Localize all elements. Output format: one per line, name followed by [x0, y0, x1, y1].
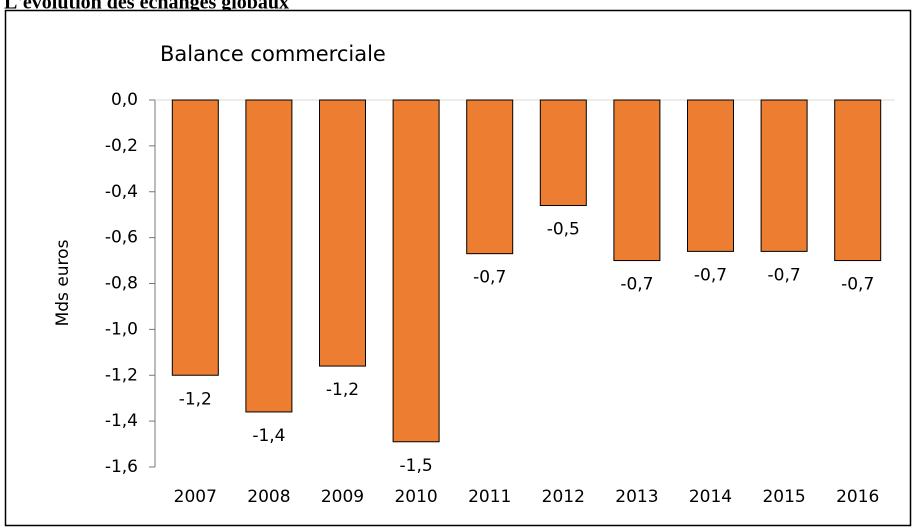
- bar: [687, 99, 734, 252]
- y-tick-label: -1,6: [105, 457, 138, 477]
- y-tick-label: -1,4: [105, 411, 138, 431]
- x-tick-label: 2015: [762, 487, 805, 507]
- chart-title: Balance commerciale: [160, 42, 386, 66]
- x-tick-label: 2007: [174, 487, 217, 507]
- y-tick-label: -1,2: [105, 365, 138, 385]
- x-tick-label: 2009: [321, 487, 364, 507]
- x-tick-label: 2014: [689, 487, 732, 507]
- value-label: -0,7: [841, 275, 874, 295]
- x-tick-label: 2016: [836, 487, 879, 507]
- bar: [245, 99, 293, 413]
- y-tick-label: 0,0: [111, 90, 138, 110]
- y-tick-label: -0,6: [105, 228, 138, 248]
- chart-frame: [4, 9, 912, 527]
- x-tick-label: 2010: [394, 487, 437, 507]
- bar: [171, 99, 219, 376]
- value-label: -1,4: [252, 426, 285, 446]
- bar: [392, 99, 440, 443]
- x-tick-label: 2011: [468, 487, 511, 507]
- x-tick-label: 2008: [247, 487, 290, 507]
- bar: [834, 99, 882, 262]
- x-tick-label: 2013: [615, 487, 658, 507]
- value-label: -0,7: [620, 275, 653, 295]
- y-tick-label: -0,4: [105, 182, 138, 202]
- y-tick-label: -1,0: [105, 319, 138, 339]
- value-label: -0,7: [768, 265, 801, 285]
- value-label: -1,2: [179, 389, 212, 409]
- bar: [760, 99, 808, 252]
- y-tick-label: -0,8: [105, 274, 138, 294]
- bar: [466, 99, 514, 255]
- y-axis-label: Mds euros: [53, 239, 73, 326]
- x-tick-label: 2012: [542, 487, 585, 507]
- value-label: -1,2: [326, 380, 359, 400]
- value-label: -0,5: [547, 220, 580, 240]
- value-label: -1,5: [400, 456, 433, 476]
- bar: [319, 99, 366, 367]
- y-tick-label: -0,2: [105, 136, 138, 156]
- value-label: -0,7: [473, 268, 506, 288]
- value-label: -0,7: [694, 265, 727, 285]
- bar: [539, 99, 587, 207]
- bar: [613, 99, 661, 262]
